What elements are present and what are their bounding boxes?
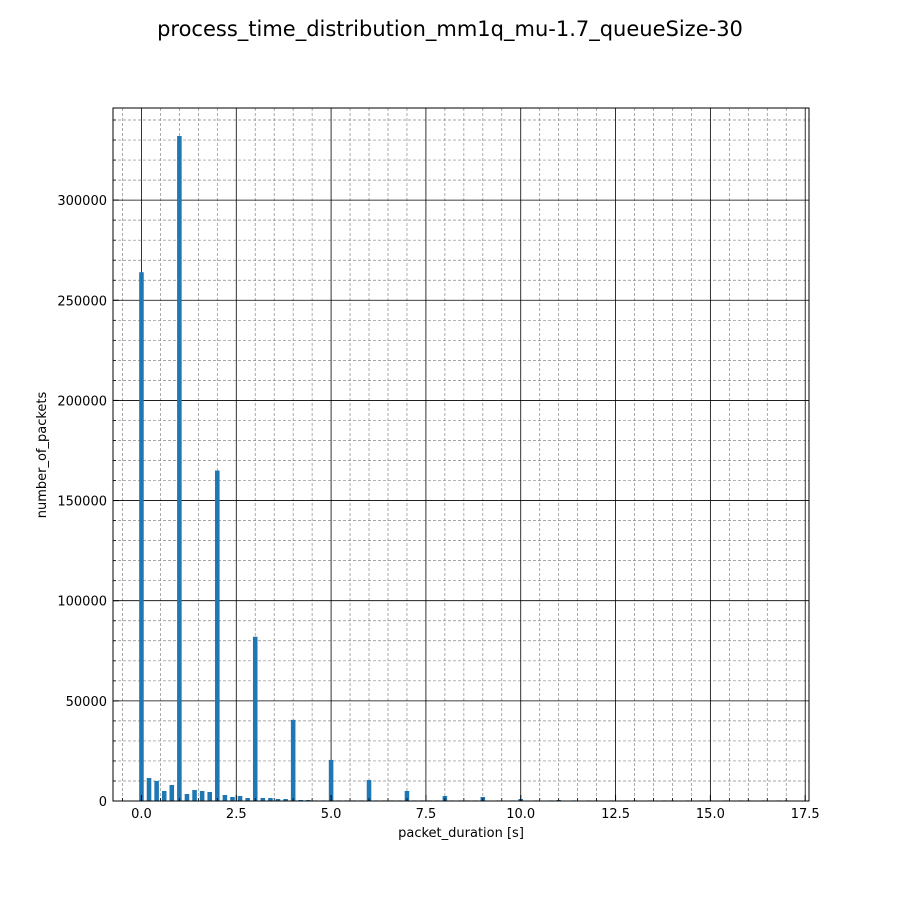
y-tick-label: 250000: [57, 294, 107, 309]
bar: [252, 636, 258, 801]
bar: [268, 797, 273, 801]
bar: [298, 799, 304, 801]
ticks: 0.0 2.5 5.0 7.5 10.0 12.5 15.0 17.5 0 50000 100000…: [57, 119, 820, 822]
y-tick-label: 0: [99, 795, 107, 810]
bar: [177, 136, 182, 801]
bar: [404, 790, 410, 801]
bar: [230, 796, 235, 801]
x-tick-label: 15.0: [696, 807, 725, 822]
bar: [146, 777, 152, 801]
bar: [290, 719, 296, 801]
bar: [215, 470, 220, 801]
bar: [306, 799, 311, 801]
y-tick-label: 200000: [57, 394, 107, 409]
plot-area: [113, 108, 809, 801]
x-tick-label: 12.5: [601, 807, 630, 822]
bar: [154, 780, 159, 801]
y-tick-label: 100000: [57, 595, 107, 610]
bar: [192, 789, 197, 801]
bar: [237, 795, 243, 801]
y-axis-label: number_of_packets: [35, 391, 50, 518]
x-tick-label: 2.5: [226, 807, 247, 822]
bar: [161, 790, 167, 801]
bar: [199, 790, 205, 801]
bar: [260, 797, 266, 801]
bar: [207, 791, 212, 801]
y-tick-label: 50000: [66, 695, 107, 710]
bar: [366, 779, 372, 801]
bar: [328, 759, 334, 801]
bar: [275, 798, 281, 801]
bar: [184, 793, 190, 801]
bar: [169, 784, 175, 801]
x-tick-label: 17.5: [791, 807, 820, 822]
plot-frame: [112, 107, 810, 802]
bar: [139, 272, 144, 801]
y-tick-label: 150000: [57, 495, 107, 510]
x-tick-label: 5.0: [321, 807, 342, 822]
bar: [283, 798, 288, 801]
x-axis-label: packet_duration [s]: [398, 826, 524, 841]
chart-title: process_time_distribution_mm1q_mu-1.7_qu…: [157, 17, 743, 42]
x-tick-label: 7.5: [416, 807, 437, 822]
bar: [245, 797, 250, 801]
x-tick-label: 0.0: [131, 807, 152, 822]
x-tick-label: 10.0: [506, 807, 535, 822]
y-tick-label: 300000: [57, 194, 107, 209]
bar: [222, 794, 228, 801]
